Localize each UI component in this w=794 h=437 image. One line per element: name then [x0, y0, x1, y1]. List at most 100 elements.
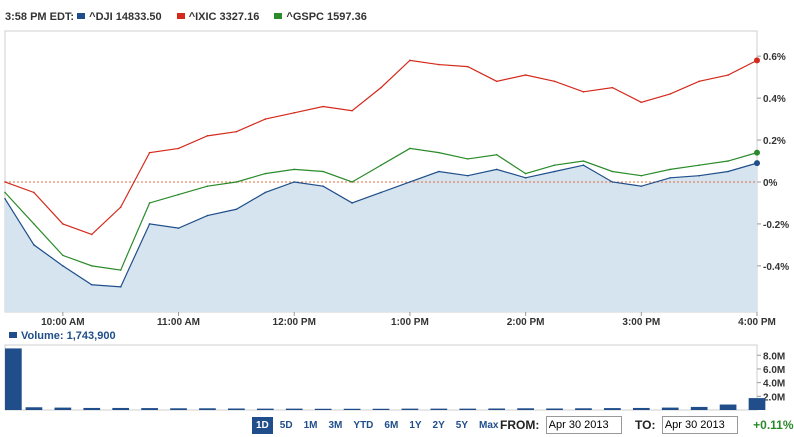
x-tick-label: 12:00 PM — [273, 317, 316, 328]
volume-bar — [83, 407, 101, 410]
x-tick-label: 2:00 PM — [507, 317, 545, 328]
y-tick-label: 0.4% — [763, 94, 786, 105]
volume-bar — [690, 406, 708, 410]
data-point-dji — [206, 214, 209, 217]
data-point-ixic — [264, 118, 267, 120]
data-point-ixic — [466, 65, 469, 68]
data-point-gspc — [495, 153, 498, 156]
data-point-gspc — [640, 174, 643, 177]
volume-bar — [372, 408, 390, 410]
volume-y-tick-label: 2.0M — [763, 392, 785, 403]
data-point-gspc — [33, 223, 35, 225]
data-point-gspc — [380, 164, 382, 167]
data-point-dji — [62, 265, 64, 267]
data-point-dji — [698, 174, 700, 177]
legend: 3:58 PM EDT: ^DJI 14833.50 ^IXIC 3327.16… — [5, 11, 379, 23]
data-point-gspc — [611, 170, 614, 173]
range-button-5y[interactable]: 5Y — [455, 420, 469, 431]
legend-swatch-dji — [77, 13, 86, 19]
data-point-dji — [727, 170, 729, 173]
volume-bar — [141, 408, 158, 410]
range-button-1d[interactable]: 1D — [252, 417, 273, 434]
volume-bar — [748, 398, 766, 410]
data-point-gspc — [438, 151, 440, 154]
data-point-gspc — [727, 160, 729, 162]
range-button-ytd[interactable]: YTD — [353, 420, 374, 431]
volume-bar — [719, 404, 737, 410]
range-button-2y[interactable]: 2Y — [432, 420, 445, 431]
x-tick-label: 10:00 AM — [41, 317, 85, 328]
data-point-dji — [380, 191, 382, 194]
volume-swatch — [9, 332, 17, 338]
volume-bar — [54, 407, 72, 410]
data-point-ixic — [293, 111, 296, 114]
data-point-dji — [119, 286, 122, 288]
data-point-dji — [582, 164, 585, 167]
from-date-input[interactable] — [545, 416, 622, 434]
volume-bar — [488, 408, 506, 410]
legend-label-dji: ^DJI 14833.50 — [89, 11, 162, 23]
data-point-dji — [669, 176, 672, 179]
data-point-gspc — [148, 202, 151, 204]
volume-bar — [314, 408, 332, 410]
legend-swatch-ixic — [176, 13, 185, 19]
data-point-ixic — [611, 86, 614, 89]
to-label: TO: — [635, 418, 656, 432]
data-point-gspc — [206, 185, 209, 187]
range-button-6m[interactable]: 6M — [384, 420, 399, 431]
data-point-ixic — [409, 59, 411, 62]
data-point-ixic — [148, 151, 151, 154]
legend-item-gspc[interactable]: ^GSPC 1597.36 — [274, 11, 367, 23]
data-point-ixic — [582, 91, 585, 93]
data-point-dji — [409, 181, 411, 183]
to-date-input[interactable] — [661, 416, 738, 434]
volume-bar — [25, 407, 43, 410]
data-point-gspc — [582, 160, 585, 162]
data-point-dji — [177, 227, 180, 229]
data-point-ixic — [669, 93, 672, 95]
volume-bar — [343, 408, 361, 410]
data-point-gspc — [293, 168, 296, 171]
volume-bar — [575, 408, 592, 410]
data-point-gspc — [177, 193, 180, 196]
change-percent: +0.11% — [753, 418, 794, 432]
data-point-ixic — [4, 181, 6, 183]
data-point-gspc — [90, 265, 93, 267]
legend-item-ixic[interactable]: ^IXIC 3327.16 — [176, 11, 263, 23]
data-point-dji — [235, 208, 238, 211]
range-button-1y[interactable]: 1Y — [409, 420, 422, 431]
x-tick-label: 3:00 PM — [622, 317, 660, 328]
data-point-ixic — [495, 80, 498, 83]
data-point-gspc — [409, 147, 411, 150]
data-point-dji — [90, 283, 93, 286]
data-point-gspc — [524, 172, 527, 175]
data-point-ixic — [553, 80, 556, 83]
data-point-ixic — [62, 223, 64, 225]
volume-bar — [430, 408, 448, 410]
volume-bar — [5, 348, 22, 410]
volume-bar — [632, 407, 650, 410]
data-point-gspc — [119, 269, 122, 271]
range-button-max[interactable]: Max — [479, 420, 499, 431]
data-point-dji — [4, 197, 6, 200]
range-button-5d[interactable]: 5D — [279, 420, 293, 431]
y-tick-label: 0.2% — [763, 136, 786, 147]
data-point-gspc — [264, 172, 267, 175]
data-point-dji — [322, 185, 324, 187]
data-point-ixic — [727, 74, 729, 76]
data-point-gspc — [466, 158, 469, 160]
date-range: FROM: TO: +0.11% — [500, 416, 794, 434]
data-point-dji — [466, 174, 469, 177]
data-point-dji — [438, 170, 440, 173]
volume-legend: Volume: 1,743,900 — [9, 330, 116, 342]
data-point-dji — [553, 170, 556, 173]
range-button-1m[interactable]: 1M — [303, 420, 318, 431]
data-point-gspc — [4, 191, 6, 194]
volume-y-tick-label: 6.0M — [763, 365, 785, 376]
data-point-ixic — [90, 233, 93, 236]
volume-bar — [604, 408, 621, 410]
data-point-dji — [495, 168, 498, 171]
range-button-3m[interactable]: 3M — [328, 420, 343, 431]
legend-item-dji[interactable]: ^DJI 14833.50 — [77, 11, 165, 23]
data-point-gspc — [351, 181, 353, 183]
